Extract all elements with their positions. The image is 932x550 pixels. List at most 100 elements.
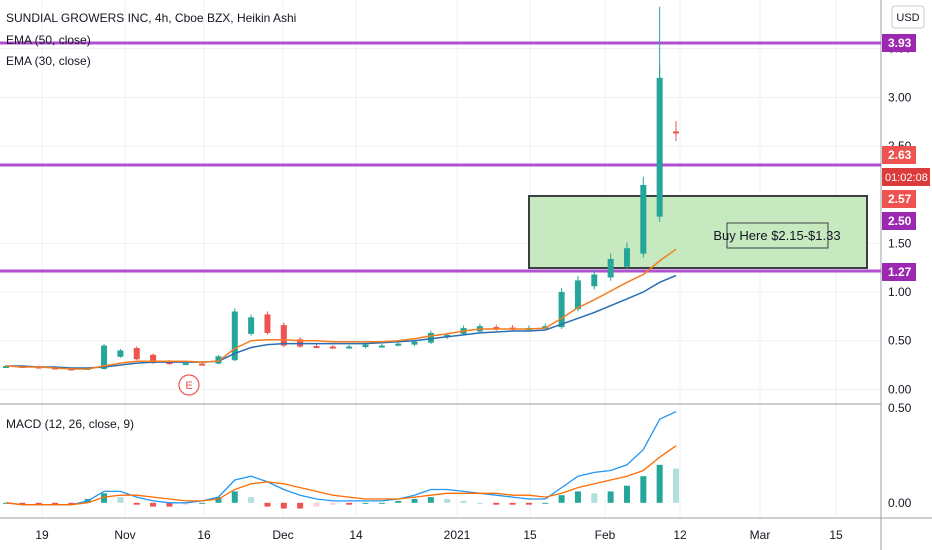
signal-line bbox=[5, 445, 677, 506]
macd-histogram-bar bbox=[329, 502, 336, 505]
candle-body bbox=[313, 346, 320, 349]
macd-histogram-bar bbox=[640, 476, 647, 503]
macd-axis: 0.50 0.00 bbox=[888, 401, 912, 510]
macd-histogram-bar bbox=[542, 502, 549, 504]
candle-body bbox=[362, 344, 369, 348]
macd-histogram-bar bbox=[395, 500, 402, 503]
macd-histogram-bar bbox=[52, 502, 59, 505]
badge-price-2.57-text: 2.57 bbox=[888, 192, 912, 206]
macd-histogram-bar bbox=[35, 502, 42, 505]
macd-histogram-bar bbox=[68, 502, 75, 505]
candle-body bbox=[117, 350, 124, 357]
macd-panel bbox=[3, 411, 679, 509]
macd-histogram-bar bbox=[150, 502, 157, 507]
macd-histogram-bar bbox=[133, 502, 140, 505]
candle-body bbox=[329, 346, 336, 349]
time-tick-12: 12 bbox=[673, 528, 687, 542]
macd-histogram-bar bbox=[215, 497, 222, 503]
ema-lines bbox=[5, 248, 677, 370]
macd-histogram-bar bbox=[525, 502, 532, 505]
macd-histogram-bar bbox=[166, 502, 173, 507]
legend-ema30: EMA (30, close) bbox=[6, 54, 91, 68]
candle-body bbox=[574, 280, 581, 310]
macd-histogram-bar bbox=[346, 502, 353, 505]
time-tick-14: 14 bbox=[349, 528, 363, 542]
time-tick-15: 15 bbox=[829, 528, 843, 542]
macd-histogram-bar bbox=[623, 485, 630, 503]
macd-histogram-bar bbox=[199, 502, 206, 504]
macd-tick-0.50: 0.50 bbox=[888, 401, 912, 415]
badge-level-3.93 bbox=[882, 34, 916, 52]
candle-body bbox=[395, 343, 402, 346]
time-tick-16: 16 bbox=[197, 528, 211, 542]
time-axis: 19 Nov 16 Dec 14 2021 15 Feb 12 Mar 15 bbox=[35, 528, 843, 542]
macd-histogram-bar bbox=[182, 502, 189, 505]
candle-body bbox=[3, 366, 9, 369]
time-tick-Feb: Feb bbox=[595, 528, 616, 542]
badge-price-last-text: 2.63 bbox=[888, 148, 912, 162]
candle-body bbox=[656, 77, 663, 217]
macd-histogram-bar bbox=[673, 468, 679, 503]
macd-histogram-bar bbox=[313, 502, 320, 507]
candle-body bbox=[607, 258, 614, 278]
candle-body bbox=[427, 332, 434, 343]
legend-ema50: EMA (50, close) bbox=[6, 33, 91, 47]
macd-tick-0.00: 0.00 bbox=[888, 496, 912, 510]
candles bbox=[3, 6, 679, 371]
currency-button[interactable] bbox=[891, 5, 925, 29]
badge-countdown bbox=[882, 168, 930, 186]
price-tick-0.00: 0.00 bbox=[888, 382, 912, 396]
macd-histogram-bar bbox=[493, 502, 500, 505]
candle-body bbox=[493, 327, 500, 330]
earnings-marker[interactable] bbox=[178, 374, 200, 396]
macd-histogram-bar bbox=[362, 502, 369, 504]
earnings-marker-label: E bbox=[185, 380, 192, 392]
macd-histogram-bar bbox=[476, 502, 483, 504]
macd-line bbox=[5, 411, 677, 506]
macd-histogram-bar bbox=[656, 464, 663, 503]
macd-histogram-bar bbox=[460, 500, 467, 503]
chart-title: SUNDIAL GROWERS INC, 4h, Cboe BZX, Heiki… bbox=[6, 11, 296, 25]
macd-histogram-bar bbox=[427, 497, 434, 503]
time-tick-Mar: Mar bbox=[750, 528, 771, 542]
macd-histogram-bar bbox=[607, 491, 614, 503]
badge-level-2.50-text: 2.50 bbox=[888, 214, 912, 228]
macd-histogram-bar bbox=[19, 502, 26, 505]
macd-histogram-bar bbox=[411, 499, 418, 503]
badge-price-last bbox=[882, 146, 916, 164]
candle-body bbox=[673, 131, 679, 134]
badge-countdown-text: 01:02:08 bbox=[885, 172, 928, 184]
candle-body bbox=[346, 346, 353, 349]
macd-histogram-bar bbox=[280, 502, 287, 509]
candle-body bbox=[280, 325, 287, 346]
buy-zone-label: Buy Here $2.15-$1.33 bbox=[713, 228, 840, 243]
time-tick-15: 15 bbox=[523, 528, 537, 542]
candle-body bbox=[411, 341, 418, 345]
price-axis: 0.000.501.001.502.503.003.50 bbox=[888, 42, 912, 397]
currency-label: USD bbox=[896, 12, 919, 24]
badge-level-1.27 bbox=[882, 263, 916, 281]
price-tick-3.00: 3.00 bbox=[888, 90, 912, 104]
candle-body bbox=[378, 345, 385, 348]
candle-body bbox=[623, 248, 630, 267]
macd-histogram-bar bbox=[574, 491, 581, 503]
time-tick-Nov: Nov bbox=[114, 528, 135, 542]
candle-body bbox=[133, 348, 140, 360]
candle-body bbox=[558, 292, 565, 328]
badge-price-2.57 bbox=[882, 190, 916, 208]
candle-body bbox=[182, 363, 189, 366]
buy-zone-label-box bbox=[726, 222, 829, 249]
candle-body bbox=[199, 363, 206, 366]
macd-histogram-bar bbox=[231, 491, 238, 503]
macd-histogram-bar bbox=[444, 499, 451, 503]
candle-body bbox=[640, 184, 647, 254]
ema30-line bbox=[5, 248, 677, 370]
candle-body bbox=[264, 314, 271, 333]
candle-body bbox=[101, 345, 108, 369]
badge-level-1.27-text: 1.27 bbox=[888, 265, 912, 279]
macd-histogram-bar bbox=[591, 493, 598, 503]
macd-histogram-bar bbox=[509, 502, 516, 505]
candle-body bbox=[248, 317, 255, 334]
macd-histogram-bar bbox=[248, 497, 255, 503]
